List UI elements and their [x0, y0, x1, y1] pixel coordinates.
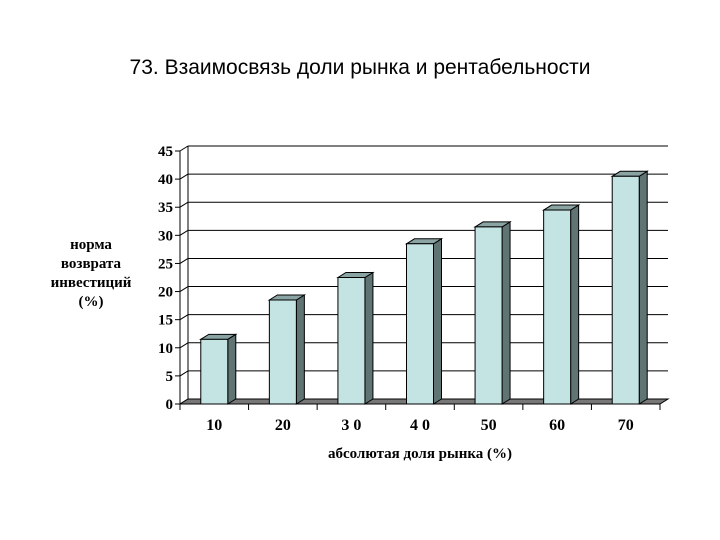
x-tick-label: 60 [549, 417, 565, 434]
y-tick-label: 10 [158, 341, 173, 357]
bar-front [268, 299, 297, 405]
y-tick-label: 25 [158, 256, 173, 272]
x-tick-label: 3 0 [341, 417, 361, 434]
bar-front [611, 175, 640, 405]
y-tick-label: 0 [166, 397, 174, 413]
y-axis-title-line: (%) [79, 294, 104, 310]
gridline-bevel [179, 342, 189, 349]
x-tick-label: 70 [618, 417, 634, 434]
y-axis-title-line: возврата [61, 256, 122, 272]
bar-front [406, 243, 434, 405]
y-tick-label: 15 [158, 313, 173, 329]
bar-front [474, 226, 503, 405]
y-axis-title-line: инвестиций [51, 275, 132, 291]
bar-front [200, 338, 229, 405]
bar [199, 333, 238, 405]
gridline-bevel [179, 286, 189, 292]
bar-side [570, 204, 580, 405]
gridline-bevel [179, 145, 189, 152]
gridline-bevel [179, 258, 189, 264]
bar-side [295, 294, 305, 405]
y-axis-title-line: норма [70, 237, 112, 253]
gridline-bevel [179, 229, 189, 236]
x-axis-categories: 10 20 3 0 4 0 50 60 70 [206, 417, 633, 434]
bar [473, 220, 512, 405]
gridline-bevel [179, 314, 189, 321]
bar-front [337, 277, 366, 405]
x-tick-label: 50 [481, 417, 497, 434]
x-tick-label: 20 [275, 417, 291, 434]
y-tick-label: 20 [158, 285, 173, 301]
gridline-bevel [179, 201, 189, 208]
bar [610, 170, 649, 405]
page-title: 73. Взаимосвязь доли рынка и рентабельно… [129, 56, 591, 79]
y-axis-title: норма возврата инвестиций (%) [51, 237, 132, 310]
y-tick-label: 30 [158, 228, 173, 244]
bar-side [227, 333, 237, 405]
gridline-bevel [179, 173, 189, 180]
bar-front [543, 209, 572, 405]
bar [541, 204, 581, 405]
bar-side [501, 220, 511, 405]
bar [267, 294, 307, 405]
x-axis-title: абсолютая доля рынка (%) [328, 446, 512, 462]
y-tick-label: 35 [158, 200, 173, 216]
y-axis-ticks: 0 5 10 15 20 25 30 35 40 45 [158, 144, 173, 413]
bar-side [364, 271, 374, 405]
bars-layer [199, 170, 649, 405]
bar-side [638, 170, 648, 405]
bar [404, 237, 444, 405]
y-tick-label: 45 [158, 144, 173, 160]
y-tick-label: 40 [158, 172, 173, 188]
bar-side [433, 237, 442, 405]
x-tick-label: 10 [206, 417, 222, 434]
bar [336, 271, 375, 405]
gridline-bevel [179, 370, 189, 377]
x-tick-label: 4 0 [410, 417, 430, 434]
y-tick-label: 5 [166, 369, 174, 385]
